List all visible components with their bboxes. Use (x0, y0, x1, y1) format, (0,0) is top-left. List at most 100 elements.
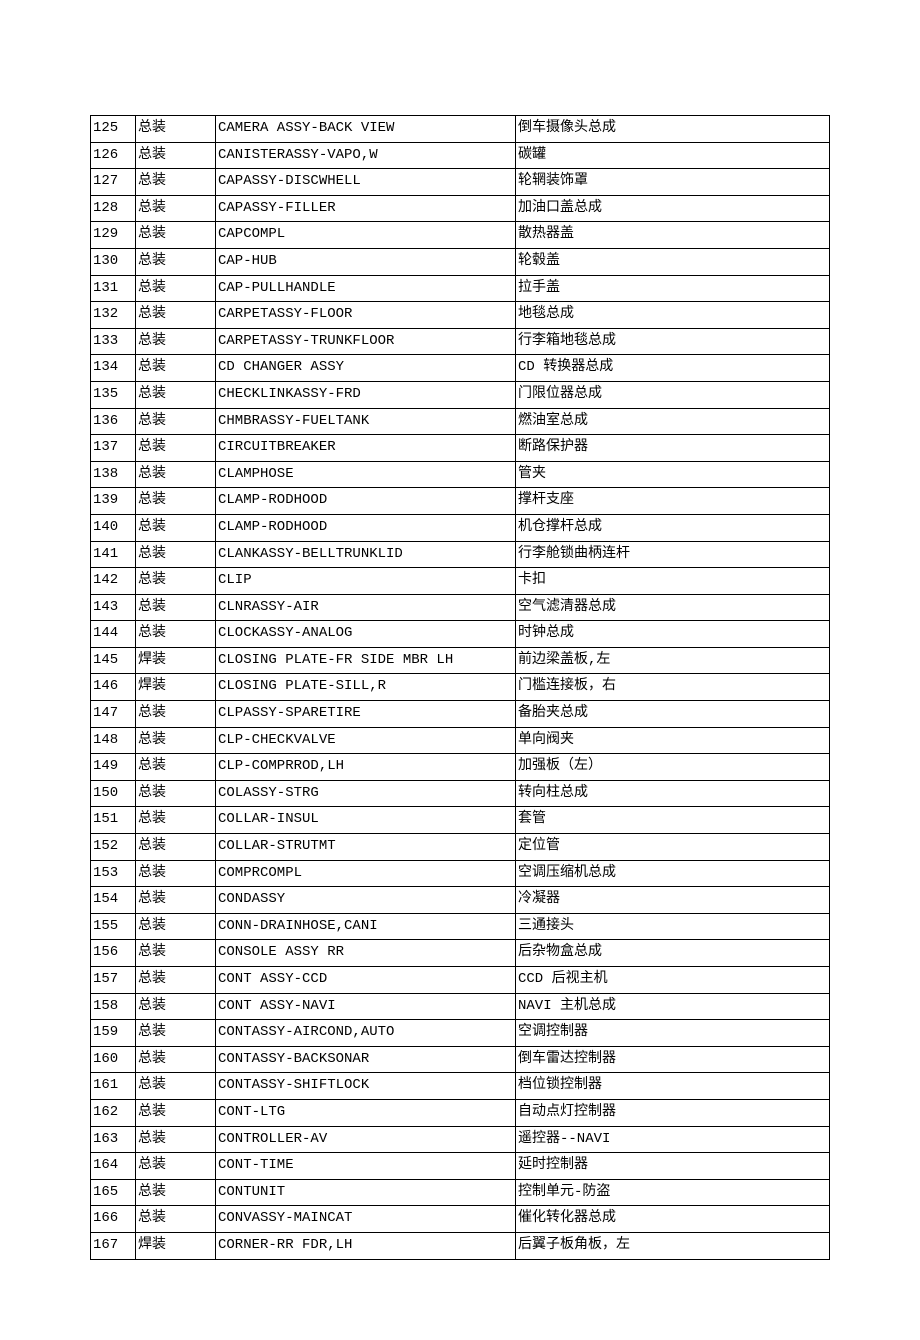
table-cell: 档位锁控制器 (516, 1073, 830, 1100)
table-cell: 127 (91, 169, 136, 196)
table-cell: 159 (91, 1020, 136, 1047)
table-cell: CAP-HUB (216, 248, 516, 275)
table-cell: 164 (91, 1153, 136, 1180)
table-cell: 焊装 (136, 647, 216, 674)
table-cell: 总装 (136, 780, 216, 807)
table-cell: 152 (91, 834, 136, 861)
table-row: 154总装CONDASSY冷凝器 (91, 887, 830, 914)
table-cell: 142 (91, 568, 136, 595)
table-row: 147总装CLPASSY-SPARETIRE备胎夹总成 (91, 701, 830, 728)
table-row: 133总装CARPETASSY-TRUNKFLOOR行李箱地毯总成 (91, 328, 830, 355)
table-cell: CONVASSY-MAINCAT (216, 1206, 516, 1233)
table-cell: CHMBRASSY-FUELTANK (216, 408, 516, 435)
table-row: 148总装CLP-CHECKVALVE单向阀夹 (91, 727, 830, 754)
table-row: 151总装COLLAR-INSUL套管 (91, 807, 830, 834)
table-cell: 控制单元-防盗 (516, 1179, 830, 1206)
table-cell: 总装 (136, 541, 216, 568)
table-row: 164总装CONT-TIME延时控制器 (91, 1153, 830, 1180)
table-cell: 总装 (136, 408, 216, 435)
table-cell: 总装 (136, 913, 216, 940)
table-cell: 总装 (136, 169, 216, 196)
table-cell: 138 (91, 461, 136, 488)
table-cell: CANISTERASSY-VAPO,W (216, 142, 516, 169)
table-cell: 131 (91, 275, 136, 302)
table-cell: 165 (91, 1179, 136, 1206)
table-cell: CONTASSY-AIRCOND,AUTO (216, 1020, 516, 1047)
table-cell: 总装 (136, 195, 216, 222)
document-page: 125总装CAMERA ASSY-BACK VIEW倒车摄像头总成126总装CA… (0, 0, 920, 1340)
table-cell: 130 (91, 248, 136, 275)
table-cell: 126 (91, 142, 136, 169)
table-cell: 定位管 (516, 834, 830, 861)
table-cell: 总装 (136, 754, 216, 781)
table-row: 138总装CLAMPHOSE管夹 (91, 461, 830, 488)
table-row: 128总装CAPASSY-FILLER加油口盖总成 (91, 195, 830, 222)
table-cell: 161 (91, 1073, 136, 1100)
table-cell: 133 (91, 328, 136, 355)
table-cell: 总装 (136, 807, 216, 834)
table-row: 143总装CLNRASSY-AIR空气滤清器总成 (91, 594, 830, 621)
table-cell: 门限位器总成 (516, 381, 830, 408)
table-cell: 冷凝器 (516, 887, 830, 914)
table-cell: 散热器盖 (516, 222, 830, 249)
table-cell: 151 (91, 807, 136, 834)
table-cell: CONTUNIT (216, 1179, 516, 1206)
table-cell: 焊装 (136, 1232, 216, 1259)
table-cell: CONT-TIME (216, 1153, 516, 1180)
table-cell: CLOSING PLATE-SILL,R (216, 674, 516, 701)
table-row: 162总装CONT-LTG自动点灯控制器 (91, 1099, 830, 1126)
table-cell: 加强板（左） (516, 754, 830, 781)
table-cell: 总装 (136, 248, 216, 275)
table-cell: 154 (91, 887, 136, 914)
table-cell: COLLAR-STRUTMT (216, 834, 516, 861)
table-cell: 总装 (136, 568, 216, 595)
table-cell: 后翼子板角板，左 (516, 1232, 830, 1259)
table-cell: 行李箱地毯总成 (516, 328, 830, 355)
table-cell: CLP-CHECKVALVE (216, 727, 516, 754)
table-cell: 147 (91, 701, 136, 728)
table-cell: CLANKASSY-BELLTRUNKLID (216, 541, 516, 568)
table-row: 141总装CLANKASSY-BELLTRUNKLID行李舱锁曲柄连杆 (91, 541, 830, 568)
table-row: 153总装COMPRCOMPL空调压缩机总成 (91, 860, 830, 887)
table-row: 132总装CARPETASSY-FLOOR地毯总成 (91, 302, 830, 329)
table-cell: 166 (91, 1206, 136, 1233)
table-cell: 134 (91, 355, 136, 382)
table-cell: CORNER-RR FDR,LH (216, 1232, 516, 1259)
table-row: 152总装COLLAR-STRUTMT定位管 (91, 834, 830, 861)
table-cell: 总装 (136, 887, 216, 914)
table-row: 159总装CONTASSY-AIRCOND,AUTO空调控制器 (91, 1020, 830, 1047)
table-row: 146焊装CLOSING PLATE-SILL,R门槛连接板，右 (91, 674, 830, 701)
table-cell: 后杂物盒总成 (516, 940, 830, 967)
table-cell: 139 (91, 488, 136, 515)
table-cell: 总装 (136, 275, 216, 302)
table-cell: CARPETASSY-TRUNKFLOOR (216, 328, 516, 355)
table-cell: 总装 (136, 514, 216, 541)
table-cell: CLAMP-RODHOOD (216, 488, 516, 515)
table-cell: 总装 (136, 940, 216, 967)
table-cell: 机仓撑杆总成 (516, 514, 830, 541)
table-cell: 129 (91, 222, 136, 249)
table-row: 161总装CONTASSY-SHIFTLOCK档位锁控制器 (91, 1073, 830, 1100)
table-cell: 149 (91, 754, 136, 781)
table-row: 125总装CAMERA ASSY-BACK VIEW倒车摄像头总成 (91, 116, 830, 143)
table-cell: CONTROLLER-AV (216, 1126, 516, 1153)
table-cell: 162 (91, 1099, 136, 1126)
table-cell: 总装 (136, 1073, 216, 1100)
table-cell: 遥控器--NAVI (516, 1126, 830, 1153)
table-cell: 焊装 (136, 674, 216, 701)
table-cell: 总装 (136, 594, 216, 621)
table-row: 158总装CONT ASSY-NAVINAVI 主机总成 (91, 993, 830, 1020)
table-cell: CAPASSY-FILLER (216, 195, 516, 222)
table-row: 149总装CLP-COMPRROD,LH加强板（左） (91, 754, 830, 781)
table-cell: 总装 (136, 355, 216, 382)
table-cell: 总装 (136, 860, 216, 887)
table-cell: 总装 (136, 1153, 216, 1180)
table-cell: COLLAR-INSUL (216, 807, 516, 834)
table-cell: 160 (91, 1046, 136, 1073)
table-cell: 总装 (136, 381, 216, 408)
table-row: 126总装CANISTERASSY-VAPO,W碳罐 (91, 142, 830, 169)
table-cell: 倒车雷达控制器 (516, 1046, 830, 1073)
table-cell: CIRCUITBREAKER (216, 435, 516, 462)
table-cell: 卡扣 (516, 568, 830, 595)
table-cell: NAVI 主机总成 (516, 993, 830, 1020)
